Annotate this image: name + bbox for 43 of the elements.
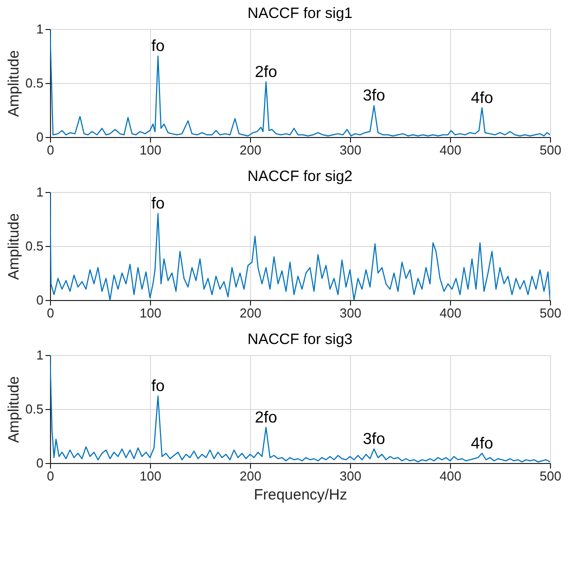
x-tick-label: 100 [140, 142, 162, 158]
x-tick-label: 500 [540, 142, 562, 158]
y-tick-label: 1 [36, 184, 44, 200]
annotation: 4fo [470, 90, 494, 107]
y-tick-label: 1 [36, 348, 44, 362]
x-axis-title: Frequency/Hz [254, 486, 348, 504]
x-tick-label: 200 [240, 306, 262, 320]
y-tick-label: 0 [36, 456, 44, 470]
y-tick-label: 0.5 [25, 402, 44, 416]
x-tick-label: 500 [540, 306, 562, 320]
y-tick-label: 0.5 [25, 76, 44, 90]
annotation: 3fo [362, 430, 386, 448]
annotation: fo [151, 378, 165, 396]
x-tick-label: 0 [46, 468, 54, 484]
y-axis-title: Amplitude [5, 213, 22, 280]
chart-title: NACCF for sig3 [247, 331, 353, 348]
annotation: 3fo [362, 88, 386, 105]
y-tick-label: 0 [36, 130, 44, 144]
y-tick-label: 0 [36, 292, 44, 308]
x-tick-label: 0 [46, 306, 54, 320]
x-tick-label: 500 [540, 468, 562, 484]
x-tick-label: 100 [140, 306, 162, 320]
x-tick-label: 400 [440, 142, 462, 158]
annotation: fo [151, 38, 165, 55]
y-axis-title: Amplitude [5, 50, 22, 117]
x-tick-label: 100 [140, 468, 162, 484]
annotation: 4fo [470, 435, 494, 452]
x-tick-label: 400 [440, 306, 462, 320]
x-tick-label: 300 [340, 142, 362, 158]
annotation: fo [151, 196, 165, 213]
y-tick-label: 1 [36, 22, 44, 36]
x-tick-label: 300 [340, 306, 362, 320]
chart-title: NACCF for sig2 [247, 168, 353, 185]
x-tick-label: 200 [240, 142, 262, 158]
y-axis-title: Amplitude [5, 376, 22, 443]
y-tick-label: 0.5 [25, 238, 44, 254]
x-tick-label: 200 [240, 468, 262, 484]
x-tick-label: 400 [440, 468, 462, 484]
x-tick-label: 300 [340, 468, 362, 484]
x-tick-label: 0 [46, 142, 54, 158]
annotation: 2fo [254, 409, 278, 426]
chart-title: NACCF for sig1 [247, 5, 353, 22]
annotation: 2fo [254, 64, 278, 81]
